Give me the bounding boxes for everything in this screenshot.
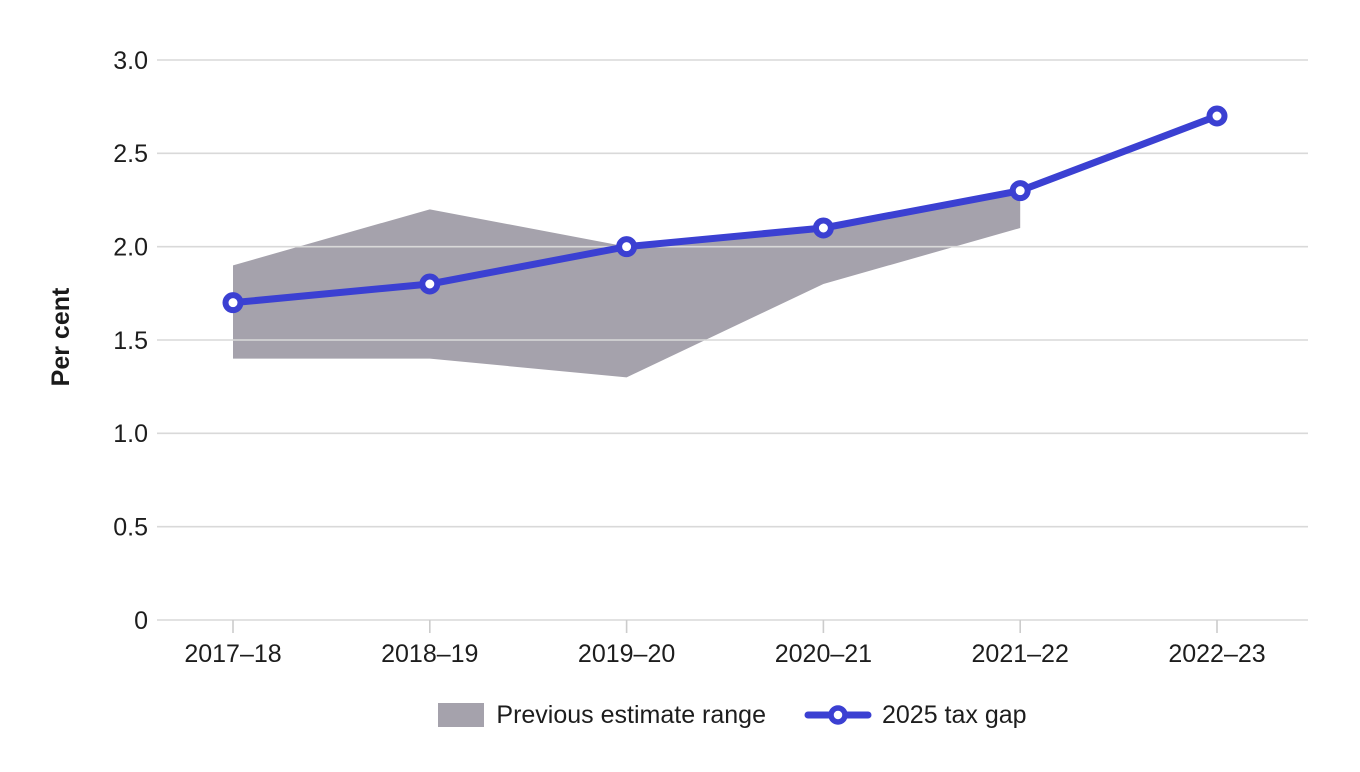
x-tick-label: 2017–18: [184, 640, 281, 668]
line-marker-icon: [804, 705, 872, 725]
y-tick-label: 2.0: [113, 233, 148, 261]
data-point-marker: [419, 273, 441, 295]
band-swatch-icon: [438, 703, 485, 727]
x-tick-label: 2020–21: [775, 640, 872, 668]
legend-item-band: Previous estimate range: [438, 701, 766, 730]
data-point-marker: [616, 236, 638, 258]
x-tick-label: 2019–20: [578, 640, 675, 668]
y-tick-label: 3.0: [113, 47, 148, 75]
y-tick-label: 0.5: [113, 513, 148, 541]
x-tick-label: 2018–19: [381, 640, 478, 668]
y-tick-label: 0: [134, 607, 148, 635]
y-axis-title: Per cent: [47, 287, 75, 386]
y-tick-label: 1.5: [113, 327, 148, 355]
legend-label-band: Previous estimate range: [496, 700, 766, 729]
data-point-marker: [1206, 105, 1228, 127]
data-point-marker: [222, 292, 244, 314]
data-point-marker: [812, 217, 834, 239]
x-tick-label: 2022–23: [1168, 640, 1265, 668]
y-tick-label: 1.0: [113, 420, 148, 448]
legend: Previous estimate range 2025 tax gap: [157, 698, 1308, 732]
legend-label-line: 2025 tax gap: [882, 700, 1027, 729]
legend-item-line: 2025 tax gap: [804, 701, 1027, 730]
tax-gap-line: [229, 112, 1221, 307]
data-point-marker: [1009, 180, 1031, 202]
y-tick-label: 2.5: [113, 140, 148, 168]
x-tick-label: 2021–22: [972, 640, 1069, 668]
band-area: [233, 190, 1021, 378]
